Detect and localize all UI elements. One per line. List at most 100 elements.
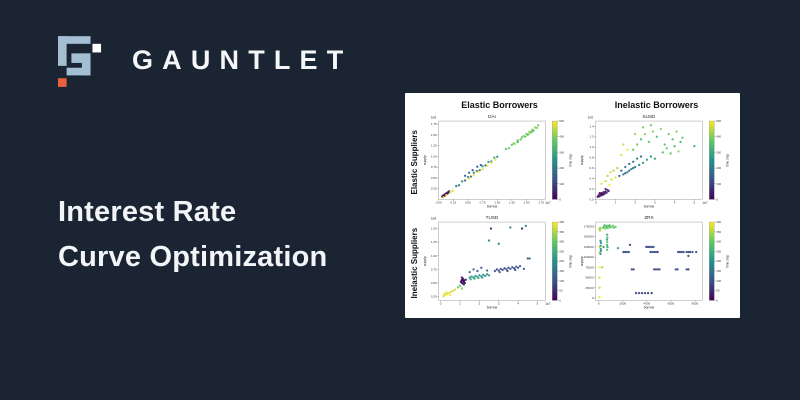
svg-text:1e6: 1e6 — [588, 116, 594, 120]
logo-white-square — [92, 43, 102, 53]
svg-text:300: 300 — [559, 239, 564, 243]
y-axis: 0 25000 50000 75000 100000 125000 150000 175000… — [580, 224, 596, 299]
y-axis-label: supply — [580, 256, 584, 266]
subplot-tusd: TUSD 1e8 1e7 0 1 2 3 4 5 borrow 0.25 0.50 0.75 1.00 1.… — [421, 213, 578, 314]
svg-text:250: 250 — [559, 249, 564, 253]
svg-text:0: 0 — [440, 301, 442, 305]
column-header-inelastic-borrowers: Inelastic Borrowers — [614, 99, 699, 110]
y-axis-label: supply — [423, 256, 427, 266]
svg-text:300: 300 — [559, 150, 564, 154]
svg-text:100: 100 — [559, 182, 564, 186]
svg-text:0: 0 — [559, 197, 561, 201]
svg-text:150: 150 — [716, 269, 721, 273]
row-label-elastic-suppliers: Elastic Suppliers — [410, 130, 419, 195]
subplot-title: DAI — [488, 114, 496, 119]
subplot-susd: SUSD 1e6 1e7 0 1 2 3 4 5 borrow 0.0 0.2 0.4 0.6 0.8 1.0… — [578, 112, 735, 213]
svg-text:400: 400 — [559, 135, 564, 139]
svg-text:0.75: 0.75 — [431, 267, 437, 271]
subplot-dai: DAI 1e8 1e7 0.00 0.25 0.50 0.75 1.00 1.25 1.50 1.7… — [421, 112, 578, 213]
svg-text:3: 3 — [498, 301, 500, 305]
slide-title-line2: Curve Optimization — [58, 241, 328, 273]
x-axis-label: borrow — [487, 305, 498, 309]
svg-text:200: 200 — [716, 259, 721, 263]
svg-text:0.50: 0.50 — [431, 281, 437, 285]
colorbar: 0 100 200 300 400 500 time step — [709, 119, 729, 201]
svg-text:1.50: 1.50 — [431, 226, 437, 230]
svg-text:0.8: 0.8 — [590, 156, 595, 160]
svg-text:125000: 125000 — [584, 244, 594, 248]
svg-text:2000: 2000 — [619, 301, 626, 305]
plot-area — [438, 221, 546, 301]
svg-text:0.75: 0.75 — [480, 201, 486, 205]
svg-text:100: 100 — [716, 182, 721, 186]
svg-text:0: 0 — [598, 301, 600, 305]
subplot-title: TUSD — [486, 215, 499, 220]
svg-text:1: 1 — [615, 201, 617, 205]
x-axis: 0 1 2 3 4 5 borrow — [440, 299, 539, 309]
scatter-points — [596, 124, 696, 198]
svg-text:1.2: 1.2 — [590, 135, 595, 139]
svg-text:0.00: 0.00 — [436, 201, 442, 205]
svg-text:1.50: 1.50 — [431, 133, 437, 137]
row-label-inelastic-suppliers: Inelastic Suppliers — [410, 227, 419, 299]
svg-text:350: 350 — [716, 229, 721, 233]
svg-text:1.00: 1.00 — [431, 253, 437, 257]
scatter-chart-susd: SUSD 1e6 1e7 0 1 2 3 4 5 borrow 0.0 0.2 0.4 0.6 0.8 1.0… — [580, 114, 729, 209]
svg-text:0.25: 0.25 — [450, 201, 456, 205]
svg-text:250: 250 — [716, 249, 721, 253]
x-axis: 0.00 0.25 0.50 0.75 1.00 1.25 1.50 1.75 borrow — [436, 199, 544, 209]
x-axis-label: borrow — [644, 305, 655, 309]
svg-text:4: 4 — [674, 201, 676, 205]
svg-text:1.50: 1.50 — [524, 201, 530, 205]
svg-text:5: 5 — [694, 201, 696, 205]
svg-text:1.75: 1.75 — [538, 201, 544, 205]
svg-text:0: 0 — [716, 298, 718, 302]
slide-title: Interest Rate Curve Optimization — [58, 190, 327, 280]
slide-title-line1: Interest Rate — [58, 196, 237, 228]
svg-text:0: 0 — [595, 201, 597, 205]
svg-text:1.00: 1.00 — [431, 154, 437, 158]
svg-text:1e7: 1e7 — [545, 201, 551, 205]
svg-text:1.4: 1.4 — [590, 124, 595, 128]
svg-text:0.6: 0.6 — [590, 166, 595, 170]
svg-text:2: 2 — [634, 201, 636, 205]
svg-text:1e7: 1e7 — [545, 301, 551, 305]
svg-text:3: 3 — [654, 201, 656, 205]
svg-text:150: 150 — [559, 269, 564, 273]
x-axis: 0 1 2 3 4 5 borrow — [595, 199, 696, 209]
svg-text:150000: 150000 — [584, 234, 594, 238]
svg-text:400: 400 — [716, 220, 721, 224]
svg-text:500: 500 — [716, 119, 721, 123]
svg-text:0.4: 0.4 — [590, 177, 595, 181]
gauntlet-logo-icon — [58, 36, 102, 87]
svg-text:1e8: 1e8 — [431, 216, 437, 220]
svg-text:6000: 6000 — [668, 301, 675, 305]
svg-text:300: 300 — [716, 150, 721, 154]
svg-text:0.2: 0.2 — [590, 187, 595, 191]
figure-panel: Elastic Borrowers Inelastic Borrowers El… — [405, 93, 740, 318]
y-axis: 0.25 0.50 0.75 1.00 1.25 1.50 1.75 supply — [423, 122, 439, 191]
svg-text:100: 100 — [559, 278, 564, 282]
svg-text:75000: 75000 — [585, 265, 594, 269]
subplot-zrx: ZRX 0 2000 4000 6000 8000 borrow 0 25000 50000 750… — [578, 213, 735, 314]
scatter-points — [442, 224, 531, 297]
svg-text:100: 100 — [716, 278, 721, 282]
colorbar-label: time step — [725, 154, 729, 167]
colorbar: 0 50 100 150 200 250 300 350 400 time step — [552, 220, 572, 302]
svg-text:25000: 25000 — [585, 285, 594, 289]
colorbar-label: time step — [725, 254, 729, 267]
svg-text:0.50: 0.50 — [431, 176, 437, 180]
y-axis: 0.25 0.50 0.75 1.00 1.25 1.50 supply — [423, 226, 439, 298]
x-axis-label: borrow — [644, 205, 655, 209]
plot-area — [595, 221, 703, 301]
svg-text:4: 4 — [517, 301, 519, 305]
svg-text:1.25: 1.25 — [509, 201, 515, 205]
column-header-elastic-borrowers: Elastic Borrowers — [461, 99, 538, 110]
brand-wordmark: GAUNTLET — [132, 44, 353, 75]
svg-text:0.75: 0.75 — [431, 165, 437, 169]
svg-text:0.50: 0.50 — [465, 201, 471, 205]
subplot-title: ZRX — [644, 215, 653, 220]
svg-text:1.75: 1.75 — [431, 122, 437, 126]
y-axis-label: supply — [423, 155, 427, 165]
